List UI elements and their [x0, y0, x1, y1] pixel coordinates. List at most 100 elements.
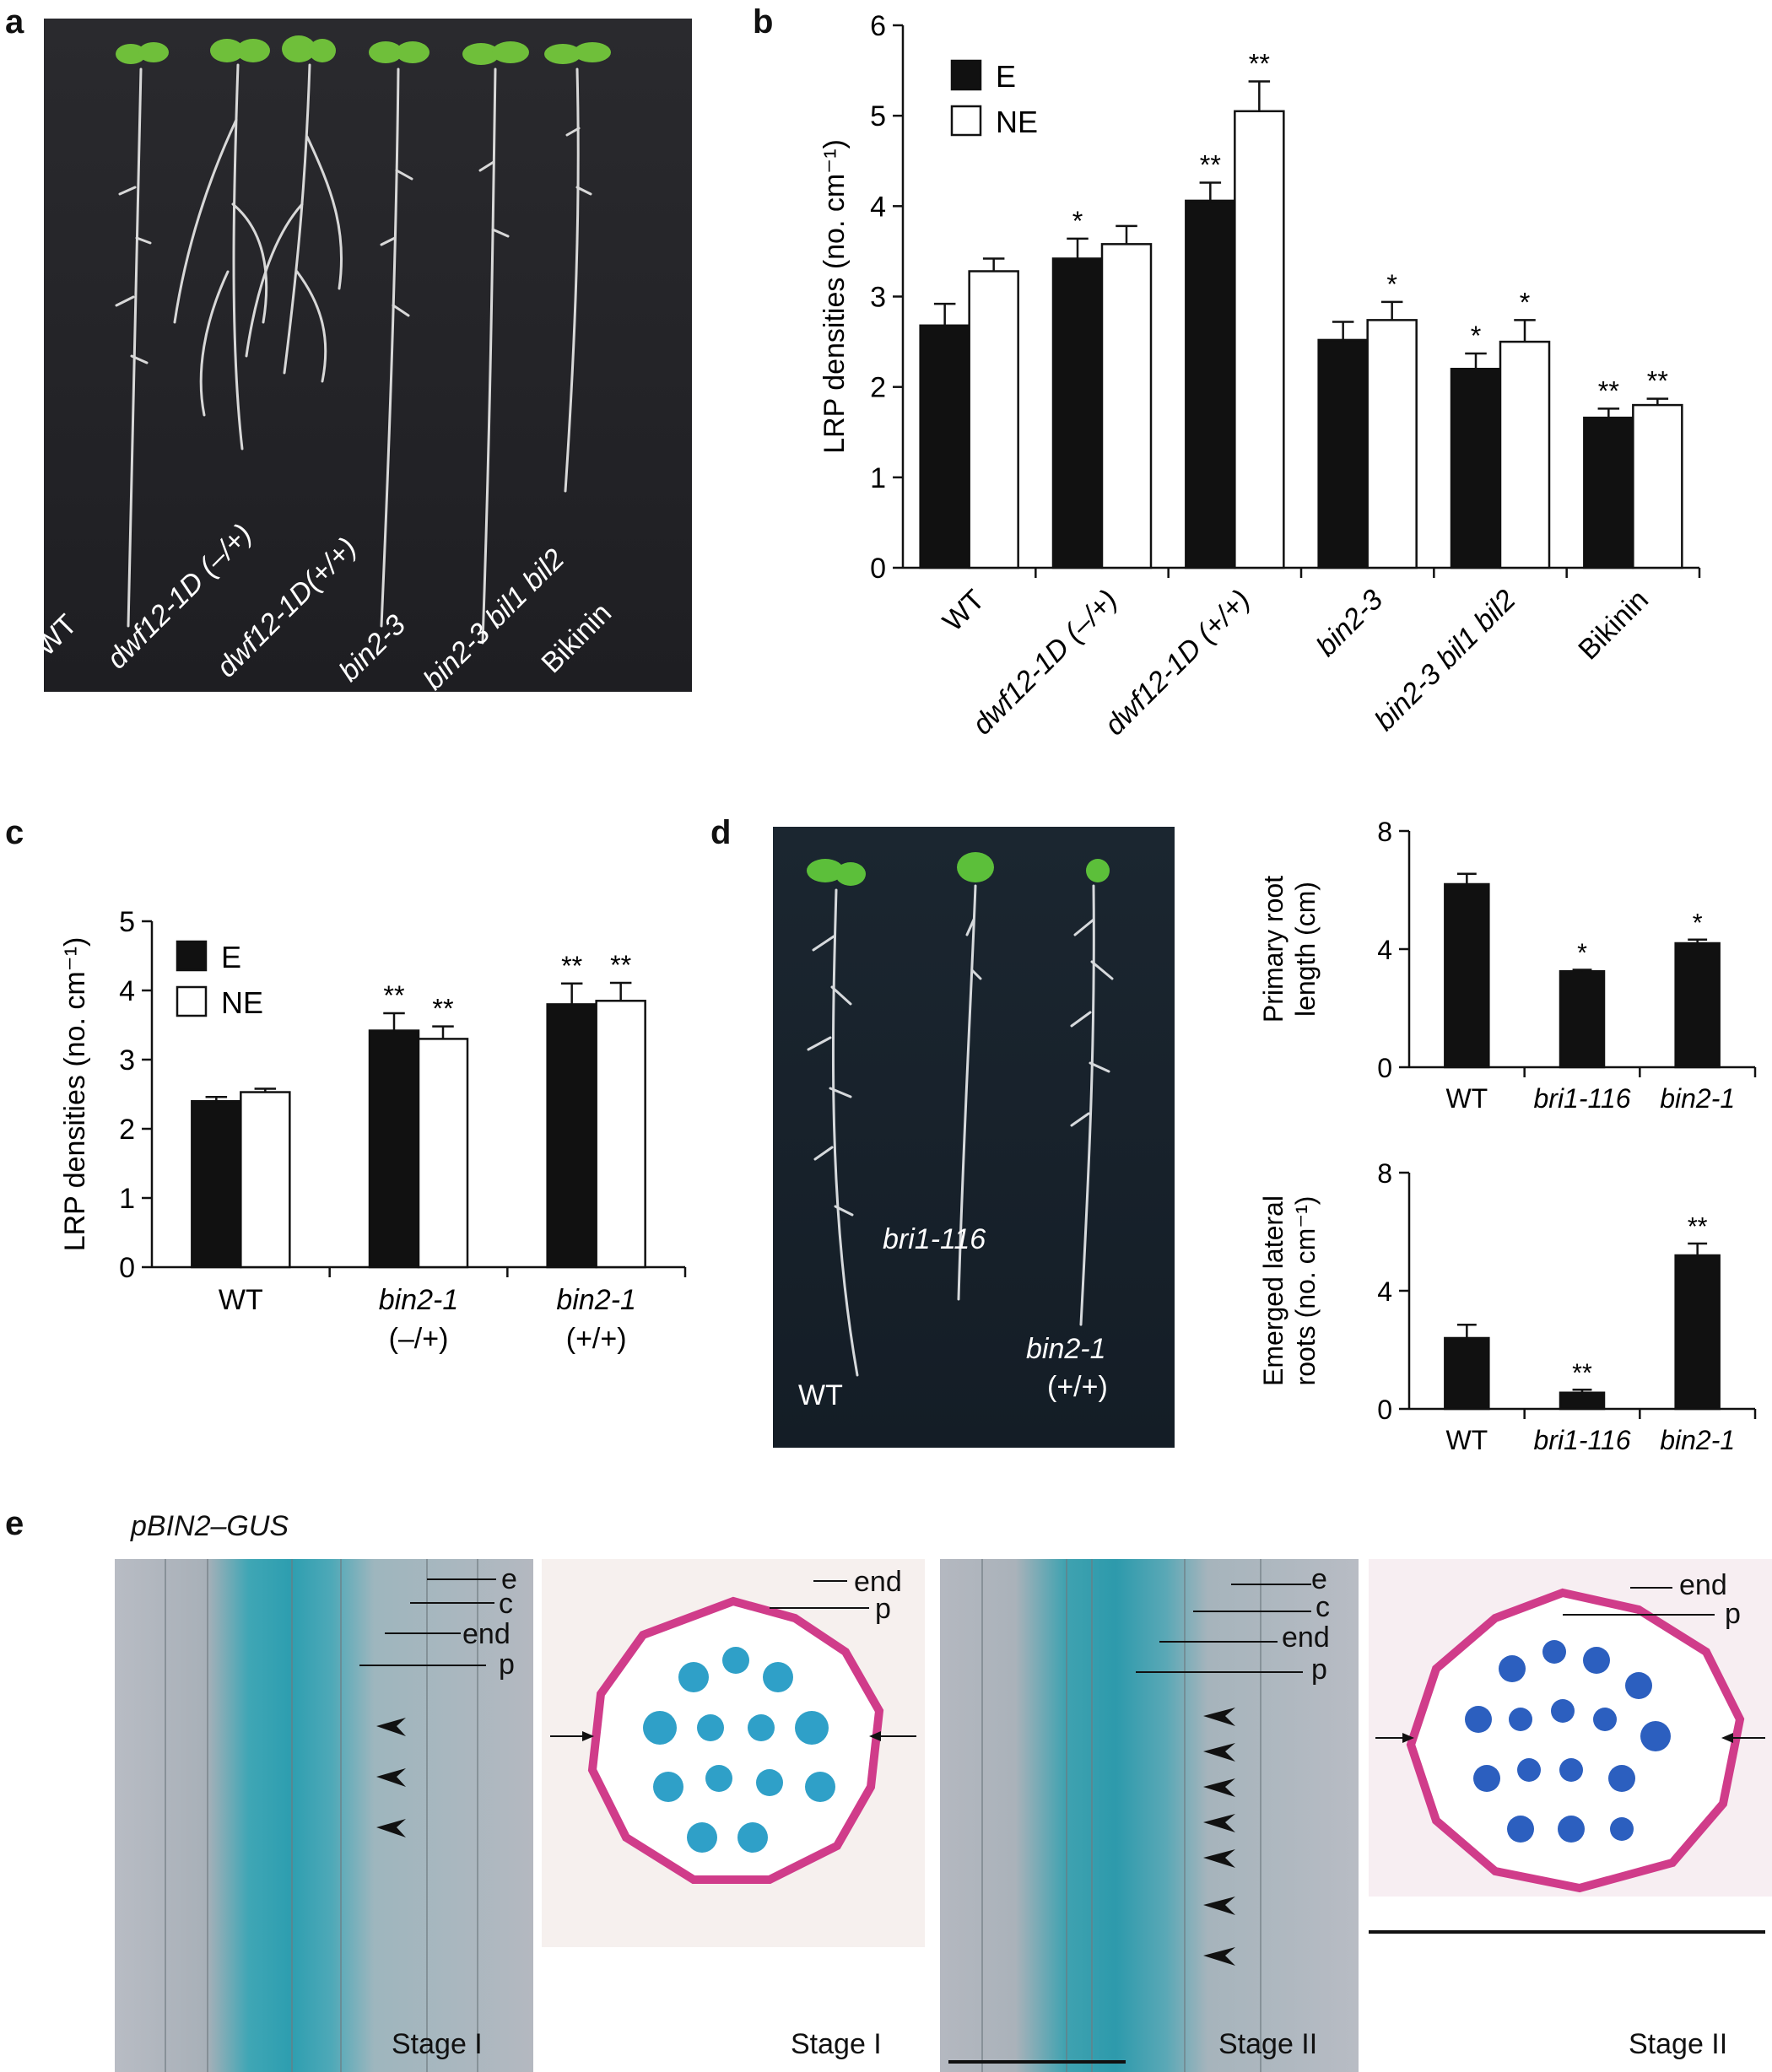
micrograph-4-label-p: p: [1725, 1598, 1741, 1630]
panel-e-title: pBIN2–GUS: [131, 1510, 289, 1542]
y-tick-label: 5: [119, 906, 135, 938]
significance-marker: **: [1200, 149, 1222, 180]
x-category-sublabel: (+/+): [566, 1323, 627, 1355]
legend-swatch-NE: [950, 105, 982, 137]
x-category-label: bin2-1: [379, 1284, 459, 1316]
significance-marker: **: [1688, 1212, 1708, 1241]
significance-marker: **: [610, 950, 632, 980]
y-tick-label: 0: [1377, 1053, 1392, 1083]
significance-marker: **: [1647, 366, 1669, 397]
panel-d-label-bin2-1: bin2-1: [1026, 1333, 1106, 1365]
bar-NE-2: [595, 1000, 646, 1269]
micrograph-2-label-p: p: [875, 1593, 891, 1625]
micrograph-3-label-c: c: [1315, 1591, 1330, 1623]
chart-c-lrp-densities: 0 1 2 3 4 5 LRP densities (no. cm⁻¹) WT ** ** bin2…: [59, 906, 687, 1355]
y-tick-label: 4: [119, 975, 135, 1007]
legend-swatch-NE: [176, 985, 208, 1017]
bar-value-1: [1559, 1391, 1606, 1411]
significance-marker: **: [1249, 48, 1271, 78]
micrograph-stage-2-cross-section: end p Stage II: [1369, 1559, 1772, 2072]
y-tick-label: 4: [870, 191, 886, 223]
significance-marker: *: [1520, 287, 1531, 317]
legend-swatch-E: [176, 940, 208, 972]
y-tick-label: 1: [870, 462, 886, 494]
panel-d-roots-drawing: [807, 852, 1114, 1377]
bar-E-2: [546, 1003, 597, 1269]
y-tick-label: 2: [119, 1114, 135, 1146]
significance-marker: *: [1577, 939, 1587, 968]
y-axis-label: Primary root: [1258, 876, 1288, 1023]
micrograph-3-label-end: end: [1282, 1621, 1330, 1654]
panel-letter-c: c: [5, 814, 24, 851]
x-category-label: bin2-3 bil1 bil2: [1369, 584, 1522, 737]
micrograph-stage-1-longitudinal: e c end p Stage I: [115, 1559, 533, 2072]
micrograph-1-stage-label: Stage I: [392, 2028, 483, 2060]
bar-NE-1: [417, 1038, 469, 1269]
micrograph-1-label-end: end: [462, 1618, 511, 1650]
significance-marker: *: [1471, 321, 1482, 351]
y-tick-label: 3: [119, 1044, 135, 1076]
micrograph-3-label-e: e: [1311, 1563, 1327, 1595]
bar-NE-0: [240, 1091, 291, 1269]
y-tick-label: 1: [119, 1183, 135, 1215]
y-axis-label: LRP densities (no. cm⁻¹): [818, 139, 851, 454]
chart-d-primary-root-length: 0 4 8 Primary root length (cm) WT * bri1-116 * bi…: [1258, 817, 1757, 1114]
y-tick-label: 0: [1377, 1395, 1392, 1425]
y-axis-label: length (cm): [1290, 882, 1321, 1017]
y-tick-label: 6: [870, 10, 886, 42]
micrograph-1-label-p: p: [499, 1648, 515, 1681]
bar-value-2: [1674, 1254, 1721, 1411]
micrograph-2-drawing: [542, 1559, 925, 1947]
significance-marker: **: [432, 994, 454, 1024]
bar-value-1: [1559, 970, 1606, 1069]
bar-NE-1: [1100, 243, 1153, 569]
x-category-label: Bikinin: [1572, 584, 1655, 666]
significance-marker: *: [1386, 269, 1397, 299]
y-tick-label: 0: [870, 553, 886, 585]
y-axis-label: Emerged lateral: [1258, 1195, 1288, 1386]
x-category-label: bin2-1: [1660, 1083, 1735, 1114]
bar-NE-0: [968, 270, 1019, 569]
x-category-label: WT: [219, 1284, 263, 1316]
bar-NE-4: [1499, 340, 1551, 569]
bar-NE-3: [1366, 319, 1418, 569]
x-category-label: WT: [937, 584, 991, 638]
panel-letter-a: a: [5, 3, 24, 40]
panel-d-label-genotype: (+/+): [1047, 1371, 1108, 1403]
panel-d-seedling-photo: WT bri1-116 bin2-1 (+/+): [773, 827, 1175, 1448]
bar-E-5: [1583, 416, 1634, 569]
significance-marker: **: [1598, 375, 1620, 406]
y-tick-label: 4: [1377, 935, 1392, 965]
micrograph-4-drawing: [1369, 1559, 1772, 1934]
bar-E-0: [191, 1099, 242, 1269]
y-axis-label: LRP densities (no. cm⁻¹): [59, 937, 91, 1252]
bar-E-0: [919, 324, 970, 569]
y-tick-label: 2: [870, 372, 886, 404]
bar-value-0: [1444, 1336, 1490, 1411]
legend-swatch-E: [950, 59, 982, 91]
micrograph-stage-2-longitudinal: e c end p Stage II: [940, 1559, 1359, 2072]
significance-marker: **: [1572, 1358, 1592, 1387]
panel-letter-b: b: [753, 3, 774, 40]
micrograph-1-drawing: [165, 1559, 496, 2072]
micrograph-3-label-p: p: [1311, 1654, 1327, 1686]
panel-a-seedling-photo: WT dwf12-1D (–/+) dwf12-1D(+/+) bin2-3 b…: [44, 19, 692, 692]
x-category-label: WT: [1445, 1083, 1488, 1114]
bar-NE-5: [1632, 403, 1683, 569]
y-tick-label: 0: [119, 1252, 135, 1284]
bar-E-3: [1317, 338, 1369, 569]
y-tick-label: 8: [1377, 817, 1392, 847]
y-tick-label: 4: [1377, 1276, 1392, 1307]
micrograph-4-stage-label: Stage II: [1629, 2028, 1728, 2060]
micrograph-2-stage-label: Stage I: [791, 2028, 882, 2060]
panel-d-label-bri1-116: bri1-116: [883, 1223, 986, 1255]
x-category-label: bri1-116: [1533, 1425, 1630, 1455]
x-category-label: bin2-3: [1310, 584, 1390, 663]
legend-label-NE: NE: [996, 105, 1038, 139]
panel-letter-d: d: [710, 814, 732, 851]
bar-E-1: [1051, 257, 1104, 569]
bar-E-1: [368, 1029, 420, 1269]
seedling-roots-drawing: [115, 35, 611, 645]
micrograph-1-label-c: c: [499, 1588, 513, 1620]
